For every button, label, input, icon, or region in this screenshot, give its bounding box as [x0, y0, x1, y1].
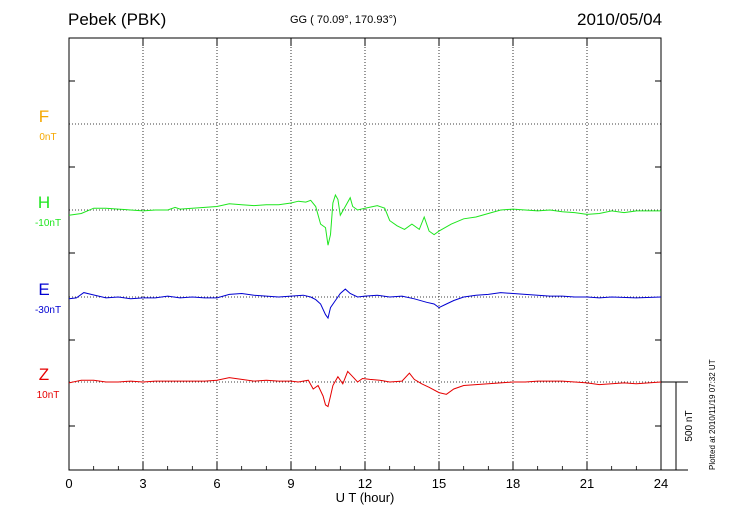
- x-axis-label: U T (hour): [336, 490, 395, 505]
- plot-date: 2010/05/04: [577, 10, 663, 29]
- axis-ticks: 0 3 6 9 12 15 18 21 24: [65, 38, 668, 491]
- x-tick-label: 6: [213, 476, 220, 491]
- x-tick-label: 9: [287, 476, 294, 491]
- series-line-h: [68, 193, 661, 246]
- series-offset-f: 0nT: [39, 132, 56, 143]
- series-line-e: [68, 288, 662, 320]
- series-name-h: H: [38, 193, 50, 212]
- x-tick-label: 24: [654, 476, 668, 491]
- scale-bar: 500 nT: [661, 381, 695, 471]
- series-offset-z: 10nT: [37, 390, 60, 401]
- series-offset-e: -30nT: [35, 305, 61, 316]
- station-coordinates: GG ( 70.09°, 170.93°): [290, 14, 397, 26]
- series-labels: F 0nT H -10nT E -30nT Z 10nT: [35, 107, 61, 401]
- x-tick-label: 3: [139, 476, 146, 491]
- series-name-f: F: [39, 107, 49, 126]
- series-name-z: Z: [39, 365, 49, 384]
- station-title: Pebek (PBK): [68, 10, 167, 29]
- x-tick-label: 15: [432, 476, 446, 491]
- x-tick-label: 0: [65, 476, 72, 491]
- scale-bar-label: 500 nT: [684, 410, 695, 441]
- x-tick-label: 21: [580, 476, 594, 491]
- x-tick-label: 18: [506, 476, 520, 491]
- series-layer: [68, 193, 662, 408]
- series-offset-h: -10nT: [35, 218, 61, 229]
- x-tick-label: 12: [358, 476, 372, 491]
- grid-lines: [69, 38, 661, 470]
- series-name-e: E: [38, 280, 49, 299]
- series-line-z: [68, 370, 662, 408]
